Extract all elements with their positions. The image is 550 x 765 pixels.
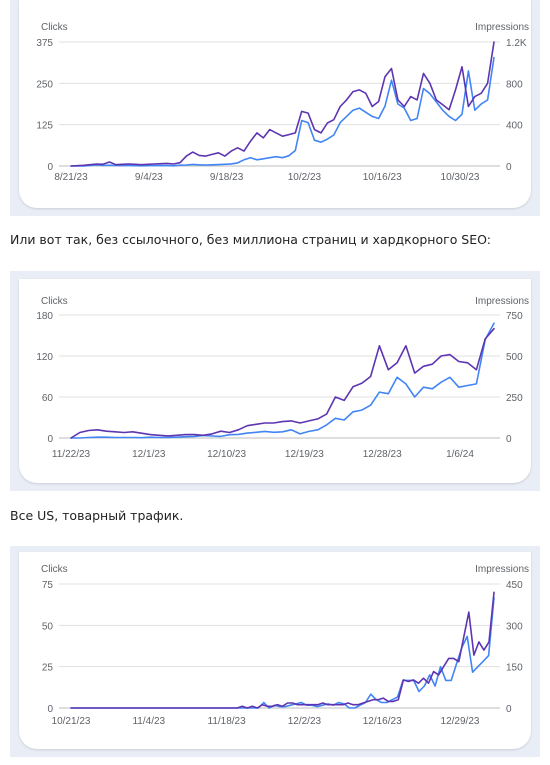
chart2-x-tick: 12/28/23 <box>363 449 402 460</box>
chart1-y-right-tick: 800 <box>506 79 523 90</box>
chart-panel-2: 0 0 60 250 120 500 180 750 Clicks Impressions 11/2… <box>10 271 540 491</box>
chart2-y-right-tick: 500 <box>506 352 523 363</box>
chart1-y-left-label: Clicks <box>41 22 68 33</box>
chart3-x-tick: 11/4/23 <box>132 716 165 727</box>
performance-chart-2: 0 0 60 250 120 500 180 750 Clicks Impressions 11/2… <box>36 296 529 460</box>
chart1-x-tick: 9/18/23 <box>210 172 244 183</box>
chart2-x-tick: 12/19/23 <box>285 449 324 460</box>
chart3-y-right-tick: 150 <box>506 663 523 674</box>
chart1-series-impressions <box>70 56 495 167</box>
chart2-x-tick: 12/1/23 <box>132 449 166 460</box>
chart3-series-impressions <box>70 596 495 709</box>
chart2-y-left-tick: 120 <box>36 352 53 363</box>
chart2-series-clicks <box>70 327 495 439</box>
chart1-y-left-tick: 125 <box>36 121 53 132</box>
performance-chart-3: 0 0 25 150 50 300 75 450 Clicks Impressions 10/21/… <box>41 564 529 727</box>
chart1-y-left-tick: 0 <box>47 162 53 173</box>
chart3-y-right-tick: 450 <box>506 580 523 591</box>
chart3-y-left-tick: 50 <box>42 621 54 632</box>
chart3-x-tick: 12/29/23 <box>441 716 480 727</box>
chart1-y-right-tick: 0 <box>506 162 512 173</box>
chart-panel-3: 0 0 25 150 50 300 75 450 Clicks Impressions 10/21/… <box>10 546 540 757</box>
chart3-y-left-label: Clicks <box>41 564 68 575</box>
chart-card-3: 0 0 25 150 50 300 75 450 Clicks Impressions 10/21/… <box>19 552 531 749</box>
chart3-x-tick: 10/21/23 <box>52 716 91 727</box>
chart3-y-left-tick: 75 <box>42 580 54 591</box>
chart1-y-right-tick: 400 <box>506 121 523 132</box>
chart2-y-right-tick: 750 <box>506 311 523 322</box>
chart1-series-clicks <box>70 41 495 167</box>
chart1-x-tick: 8/21/23 <box>54 172 88 183</box>
chart1-y-right-label: Impressions <box>475 22 529 33</box>
chart3-series-clicks <box>70 591 495 709</box>
chart1-y-right-tick: 1.2K <box>506 38 527 49</box>
chart2-x-tick: 12/10/23 <box>207 449 246 460</box>
chart3-x-tick: 12/2/23 <box>288 716 322 727</box>
chart2-y-right-tick: 0 <box>506 434 512 445</box>
chart3-x-tick: 12/16/23 <box>363 716 402 727</box>
chart-panel-1: 0 0 125 400 250 800 375 1.2K Clicks Impressions 8/… <box>10 0 540 216</box>
chart3-x-tick: 11/18/23 <box>208 716 247 727</box>
chart3-y-left-tick: 25 <box>42 663 54 674</box>
chart1-x-tick: 10/30/23 <box>441 172 480 183</box>
chart3-y-right-tick: 0 <box>506 704 512 715</box>
chart1-x-tick: 10/16/23 <box>363 172 402 183</box>
chart3-y-right-tick: 300 <box>506 621 523 632</box>
chart1-y-left-tick: 375 <box>36 38 53 49</box>
chart2-y-left-tick: 60 <box>42 393 54 404</box>
chart-card-2: 0 0 60 250 120 500 180 750 Clicks Impressions 11/2… <box>19 279 531 483</box>
chart3-y-left-tick: 0 <box>47 704 53 715</box>
chart2-y-left-tick: 180 <box>36 311 53 322</box>
chart2-y-right-tick: 250 <box>506 393 523 404</box>
paragraph-2: Все US, товарный трафик. <box>10 508 184 523</box>
paragraph-1: Или вот так, без ссылочного, без миллион… <box>10 232 491 247</box>
chart-card-1: 0 0 125 400 250 800 375 1.2K Clicks Impressions 8/… <box>19 0 531 208</box>
chart2-x-tick: 1/6/24 <box>446 449 474 460</box>
chart1-x-tick: 9/4/23 <box>135 172 163 183</box>
chart2-y-left-label: Clicks <box>41 296 68 307</box>
chart1-x-tick: 10/2/23 <box>288 172 322 183</box>
chart2-y-right-label: Impressions <box>475 296 529 307</box>
chart3-y-right-label: Impressions <box>475 564 529 575</box>
chart1-y-left-tick: 250 <box>36 79 53 90</box>
performance-chart-1: 0 0 125 400 250 800 375 1.2K Clicks Impressions 8/… <box>36 22 529 183</box>
chart2-x-tick: 11/22/23 <box>52 449 91 460</box>
chart2-y-left-tick: 0 <box>47 434 53 445</box>
chart2-series-impressions <box>70 322 495 439</box>
